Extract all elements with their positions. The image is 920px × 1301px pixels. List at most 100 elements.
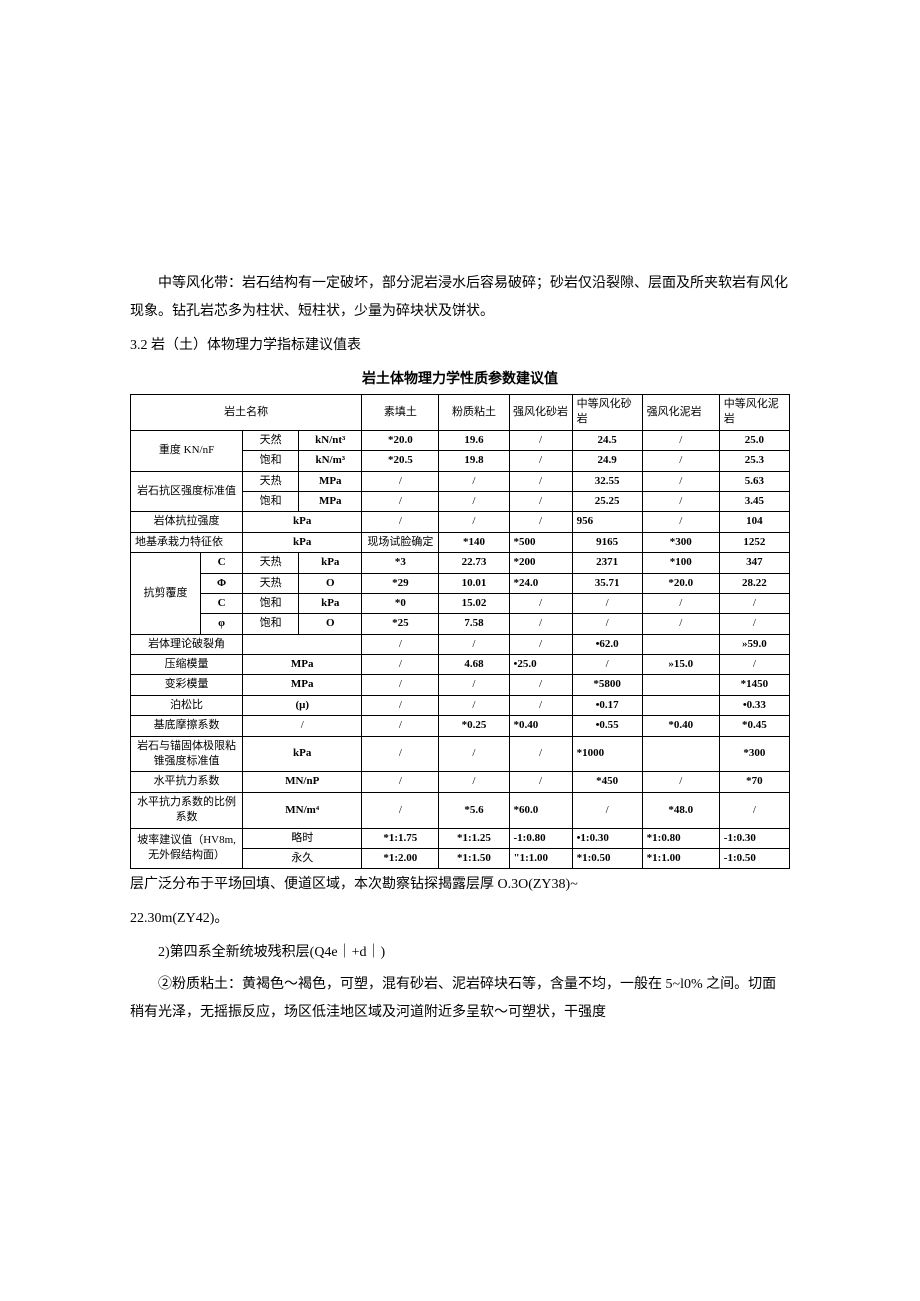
cell: 24.5: [572, 430, 642, 450]
cell: /: [509, 772, 572, 792]
paragraph-silty-clay: ②粉质粘土：黄褐色～褐色，可塑，混有砂岩、泥岩碎块石等，含量不均，一般在 5~l…: [130, 971, 790, 1027]
row-label: 岩石与锚固体极限粘锥强度标准值: [131, 736, 243, 772]
row-label-slope: 坡率建议值（HV8m,无外假结构面）: [131, 828, 243, 869]
cell: *0.25: [439, 716, 509, 736]
cell: *48.0: [642, 792, 719, 828]
table-row: 泊松比 (μ) / / / •0.17 •0.33: [131, 695, 790, 715]
cell: /: [362, 675, 439, 695]
cell: 天热: [243, 553, 299, 573]
cell: •62.0: [572, 634, 642, 654]
cell: /: [362, 491, 439, 511]
table-row: 水平抗力系数 MN/nP / / / *450 / *70: [131, 772, 790, 792]
cell: *200: [509, 553, 572, 573]
row-label-rock-strength: 岩石抗区强度标准值: [131, 471, 243, 512]
cell: kN/m³: [299, 451, 362, 471]
row-label: 水平抗力系数: [131, 772, 243, 792]
cell: /: [642, 451, 719, 471]
cell: *300: [642, 532, 719, 552]
header-col-8: 强风化泥岩: [642, 395, 719, 431]
cell: -1:0.50: [719, 848, 789, 868]
cell: *5.6: [439, 792, 509, 828]
cell: •0.33: [719, 695, 789, 715]
cell: 3.45: [719, 491, 789, 511]
cell: 天热: [243, 471, 299, 491]
cell: »15.0: [642, 655, 719, 675]
cell: MN/nP: [243, 772, 362, 792]
cell: /: [719, 792, 789, 828]
cell: 9165: [572, 532, 642, 552]
cell: 5.63: [719, 471, 789, 491]
cell: [243, 634, 362, 654]
cell: -1:0.80: [509, 828, 572, 848]
paragraph-weathering: 中等风化带：岩石结构有一定破坏，部分泥岩浸水后容易破碎；砂岩仅沿裂隙、层面及所夹…: [130, 270, 790, 326]
cell: *5800: [572, 675, 642, 695]
cell: /: [642, 430, 719, 450]
paragraph-quaternary: 2)第四系全新统坡残积层(Q4e｜+d｜): [130, 939, 790, 967]
cell: 略时: [243, 828, 362, 848]
cell: kPa: [299, 553, 362, 573]
cell: *24.0: [509, 573, 572, 593]
cell: /: [572, 593, 642, 613]
table-row: Φ 天热 O *29 10.01 *24.0 35.71 *20.0 28.22: [131, 573, 790, 593]
cell: "1:1.00: [509, 848, 572, 868]
cell: /: [572, 614, 642, 634]
cell: 天热: [243, 573, 299, 593]
cell: MPa: [299, 471, 362, 491]
cell: *1:1.25: [439, 828, 509, 848]
cell: *20.5: [362, 451, 439, 471]
cell: *1:1.00: [642, 848, 719, 868]
cell: *140: [439, 532, 509, 552]
cell: 1252: [719, 532, 789, 552]
cell: /: [439, 634, 509, 654]
table-row: 变彩模量 MPa / / / *5800 *1450: [131, 675, 790, 695]
table-row: 岩体理论破裂角 / / / •62.0 »59.0: [131, 634, 790, 654]
table-row: 抗剪覆度 C 天热 kPa *3 22.73 *200 2371 *100 34…: [131, 553, 790, 573]
row-label: 岩体理论破裂角: [131, 634, 243, 654]
cell: *0.40: [642, 716, 719, 736]
cell: MN/m⁴: [243, 792, 362, 828]
cell: kPa: [299, 593, 362, 613]
cell: /: [509, 634, 572, 654]
header-col-6: 强风化砂岩: [509, 395, 572, 431]
cell: C: [201, 593, 243, 613]
header-name: 岩土名称: [131, 395, 362, 431]
cell: 饱和: [243, 614, 299, 634]
cell: *100: [642, 553, 719, 573]
cell: 饱和: [243, 451, 299, 471]
cell: 19.8: [439, 451, 509, 471]
cell: /: [509, 695, 572, 715]
cell: *1:1.50: [439, 848, 509, 868]
cell: 28.22: [719, 573, 789, 593]
cell: /: [719, 614, 789, 634]
cell: 19.6: [439, 430, 509, 450]
paragraph-layer-b: 22.30m(ZY42)。: [130, 905, 790, 933]
cell: /: [572, 792, 642, 828]
cell: 天然: [243, 430, 299, 450]
cell: 32.55: [572, 471, 642, 491]
cell: /: [642, 593, 719, 613]
cell: /: [362, 792, 439, 828]
cell: /: [719, 655, 789, 675]
cell: /: [509, 512, 572, 532]
cell: 4.68: [439, 655, 509, 675]
cell: kPa: [243, 736, 362, 772]
cell: *0.45: [719, 716, 789, 736]
cell: »59.0: [719, 634, 789, 654]
cell: [642, 695, 719, 715]
header-col-7: 中等风化砂岩: [572, 395, 642, 431]
cell: *500: [509, 532, 572, 552]
cell: *25: [362, 614, 439, 634]
cell: kN/nt³: [299, 430, 362, 450]
cell: *1000: [572, 736, 642, 772]
cell: /: [509, 736, 572, 772]
cell: /: [509, 614, 572, 634]
cell: MPa: [299, 491, 362, 511]
cell: (μ): [243, 695, 362, 715]
cell: •25.0: [509, 655, 572, 675]
cell: 25.3: [719, 451, 789, 471]
cell: [642, 736, 719, 772]
cell: /: [439, 675, 509, 695]
cell: kPa: [243, 512, 362, 532]
cell: 104: [719, 512, 789, 532]
cell: /: [719, 593, 789, 613]
